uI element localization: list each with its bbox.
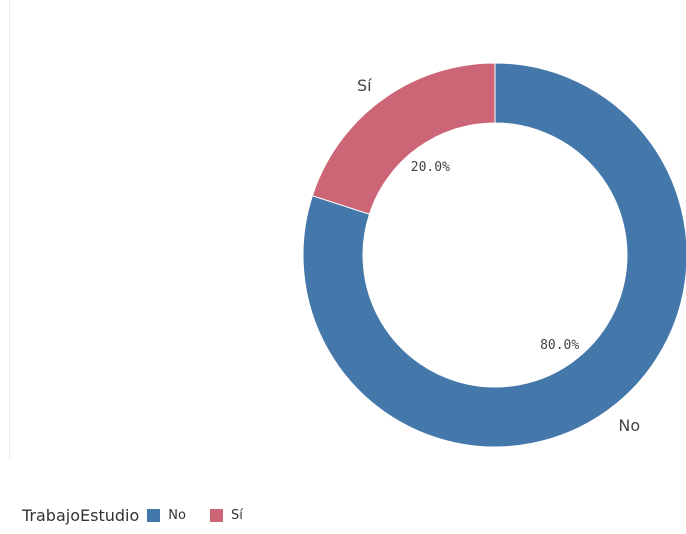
value-label-s: 20.0% bbox=[411, 160, 450, 175]
legend-item-si[interactable]: Sí bbox=[209, 508, 243, 523]
legend-swatch-si bbox=[209, 509, 223, 522]
donut-slices bbox=[302, 62, 686, 448]
value-label-no: 80.0% bbox=[540, 338, 579, 353]
donut-labels: 80.0% No 20.0% Sí bbox=[357, 76, 640, 435]
legend-title: TrabajoEstudio bbox=[22, 506, 140, 525]
legend-item-no[interactable]: No bbox=[147, 508, 186, 523]
donut-slice-s[interactable] bbox=[311, 62, 496, 215]
slice-label-s: Sí bbox=[357, 76, 372, 95]
slice-label-no: No bbox=[618, 416, 640, 435]
legend: TrabajoEstudio No Sí bbox=[22, 506, 267, 525]
panel-divider bbox=[9, 0, 10, 460]
legend-swatch-no bbox=[147, 509, 161, 522]
donut-slice-no[interactable] bbox=[302, 62, 686, 448]
legend-label-si: Sí bbox=[230, 508, 243, 523]
legend-label-no: No bbox=[168, 508, 186, 523]
